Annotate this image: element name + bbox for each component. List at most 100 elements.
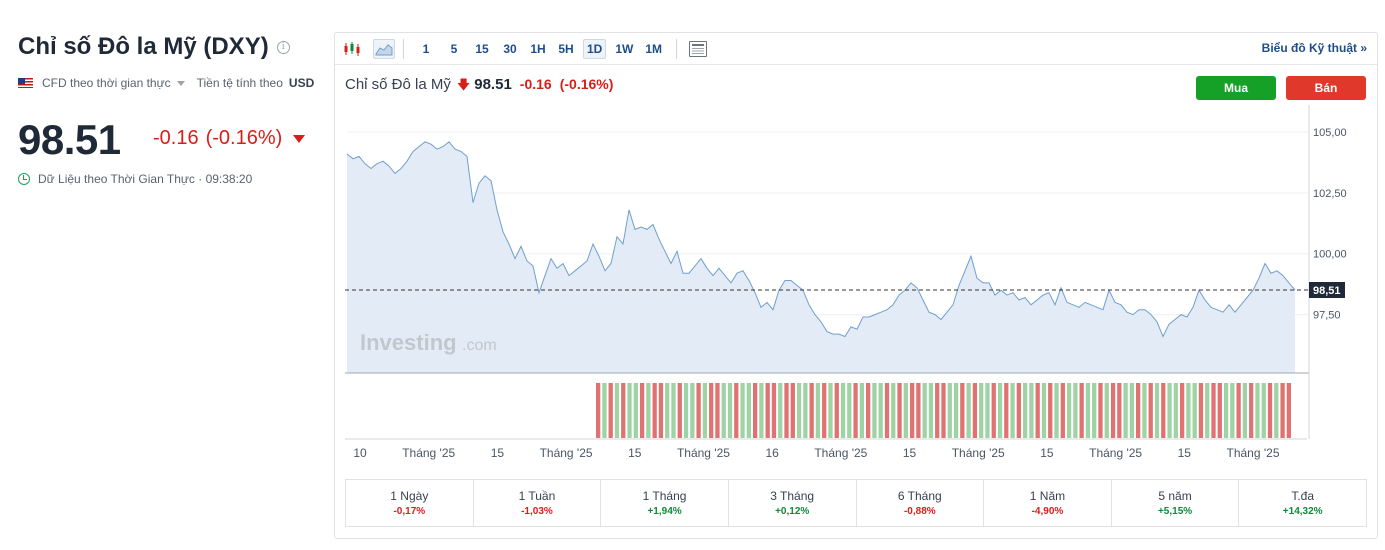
volume-bar [752, 383, 758, 438]
volume-bar [1161, 383, 1166, 438]
volume-bar [1267, 383, 1273, 438]
volume-bar [652, 383, 657, 438]
volume-bar [1110, 383, 1116, 438]
performance-value: -0,17% [393, 506, 426, 517]
volume-bar [840, 383, 846, 438]
quote-change: -0.16 [519, 76, 552, 92]
volume-bar [1167, 383, 1172, 438]
performance-cell[interactable]: 6 Tháng -0,88% [857, 480, 985, 526]
change-value: -0.16 [153, 127, 199, 149]
volume-bar [1255, 383, 1260, 438]
quote-change-percent: (-0.16%) [559, 76, 614, 92]
timeframe-5[interactable]: 5 [450, 41, 458, 56]
cfd-dropdown[interactable]: CFD theo thời gian thực [42, 76, 171, 90]
timeframe-15[interactable]: 15 [475, 41, 489, 56]
timeframe-1w[interactable]: 1W [615, 41, 634, 56]
volume-bar [1129, 383, 1135, 438]
performance-value: -0,88% [903, 506, 936, 517]
volume-bar [690, 383, 695, 438]
performance-cell[interactable]: 1 Năm -4,90% [984, 480, 1112, 526]
timeframe-1h[interactable]: 1H [530, 41, 546, 56]
volume-bar [941, 383, 946, 438]
volume-bar [909, 383, 915, 438]
volume-bar [608, 383, 613, 438]
quote-value: 98.51 [474, 76, 512, 93]
chevron-down-icon[interactable] [176, 80, 185, 86]
performance-cell[interactable]: 1 Tuần -1,03% [474, 480, 602, 526]
y-tick-label: 102,50 [1313, 188, 1347, 200]
volume-bar [1236, 383, 1241, 438]
y-tick-label: 105,00 [1313, 127, 1347, 139]
area-chart-icon[interactable] [373, 38, 395, 59]
x-tick-label: 16 [765, 446, 779, 460]
timeframe-1[interactable]: 1 [422, 41, 430, 56]
change-percent: (-0.16%) [205, 127, 283, 149]
volume-bar [997, 383, 1003, 438]
x-tick-label: Tháng '25 [814, 446, 867, 460]
performance-cell[interactable]: 1 Ngày -0,17% [346, 480, 474, 526]
buy-button[interactable]: Mua [1196, 76, 1276, 100]
price-chart[interactable]: Investing .com 105,00 102,50 100,00 97,50 98,5… [335, 33, 1379, 473]
volume-bar [696, 383, 701, 438]
price-area [347, 141, 1295, 373]
volume-bar [639, 383, 645, 438]
volume-bar [740, 383, 745, 438]
volume-bar [784, 383, 789, 438]
volume-bar [702, 383, 708, 438]
volume-bar [985, 383, 990, 438]
investing-watermark-suffix: .com [462, 337, 497, 354]
volume-bar [884, 383, 890, 438]
volume-bar [1048, 383, 1053, 438]
volume-bar [1029, 383, 1034, 438]
performance-table: 1 Ngày -0,17% 1 Tuần -1,03% 1 Tháng +1,94% 3 T… [345, 479, 1367, 527]
volume-bar [903, 383, 908, 438]
performance-period: T.đa [1291, 489, 1315, 503]
sell-button[interactable]: Bán [1286, 76, 1366, 100]
volume-bar [746, 383, 751, 438]
volume-bar [1041, 383, 1047, 438]
performance-cell[interactable]: 5 năm +5,15% [1112, 480, 1240, 526]
volume-bar [1280, 383, 1285, 438]
x-tick-label: Tháng '25 [540, 446, 593, 460]
timeframe-1m[interactable]: 1M [645, 41, 663, 56]
volume-bar [1230, 383, 1235, 438]
volume-bar [966, 383, 971, 438]
performance-cell[interactable]: 1 Tháng +1,94% [601, 480, 729, 526]
volume-bar [928, 383, 934, 438]
volume-bar [916, 383, 921, 438]
table-view-icon[interactable] [689, 40, 708, 57]
volume-bar [1136, 383, 1141, 438]
x-tick-label: 15 [628, 446, 642, 460]
last-price-tag [1309, 282, 1345, 299]
timeframe-30[interactable]: 30 [503, 41, 517, 56]
chart-widget: 1 5 15 30 1H 5H 1D 1W 1M Biểu đồ Kỹ thuật » Chỉ … [334, 32, 1378, 539]
technical-chart-link[interactable]: Biểu đồ Kỹ thuật » [1261, 41, 1367, 55]
price-line [346, 141, 1296, 338]
volume-bar [815, 383, 821, 438]
timeframe-5h[interactable]: 5H [558, 41, 574, 56]
volume-bar [1079, 383, 1084, 438]
x-tick-label: 10 [353, 446, 367, 460]
volume-bar [922, 383, 927, 438]
x-tick-label: Tháng '25 [402, 446, 455, 460]
timeframe-group: 1 5 15 30 1H 5H 1D 1W 1M [412, 38, 668, 59]
info-icon[interactable]: i [276, 40, 290, 54]
price-change: -0.16 (-0.16%) [153, 127, 306, 150]
performance-period: 1 Ngày [390, 489, 429, 503]
volume-bar [1117, 383, 1122, 438]
candlestick-chart-icon[interactable] [341, 39, 363, 59]
x-tick-label: 15 [1178, 446, 1192, 460]
last-price: 98.51 [18, 116, 121, 163]
x-tick-label: Tháng '25 [1089, 446, 1142, 460]
volume-bar [759, 383, 764, 438]
volume-bar [596, 383, 601, 438]
timeframe-1d[interactable]: 1D [583, 38, 607, 59]
volume-bar [1054, 383, 1059, 438]
performance-cell[interactable]: T.đa +14,32% [1239, 480, 1366, 526]
volume-bar [1261, 383, 1266, 438]
volume-bar [1016, 383, 1021, 438]
volume-bar [1066, 383, 1072, 438]
performance-cell[interactable]: 3 Tháng +0,12% [729, 480, 857, 526]
volume-bar [1274, 383, 1279, 438]
